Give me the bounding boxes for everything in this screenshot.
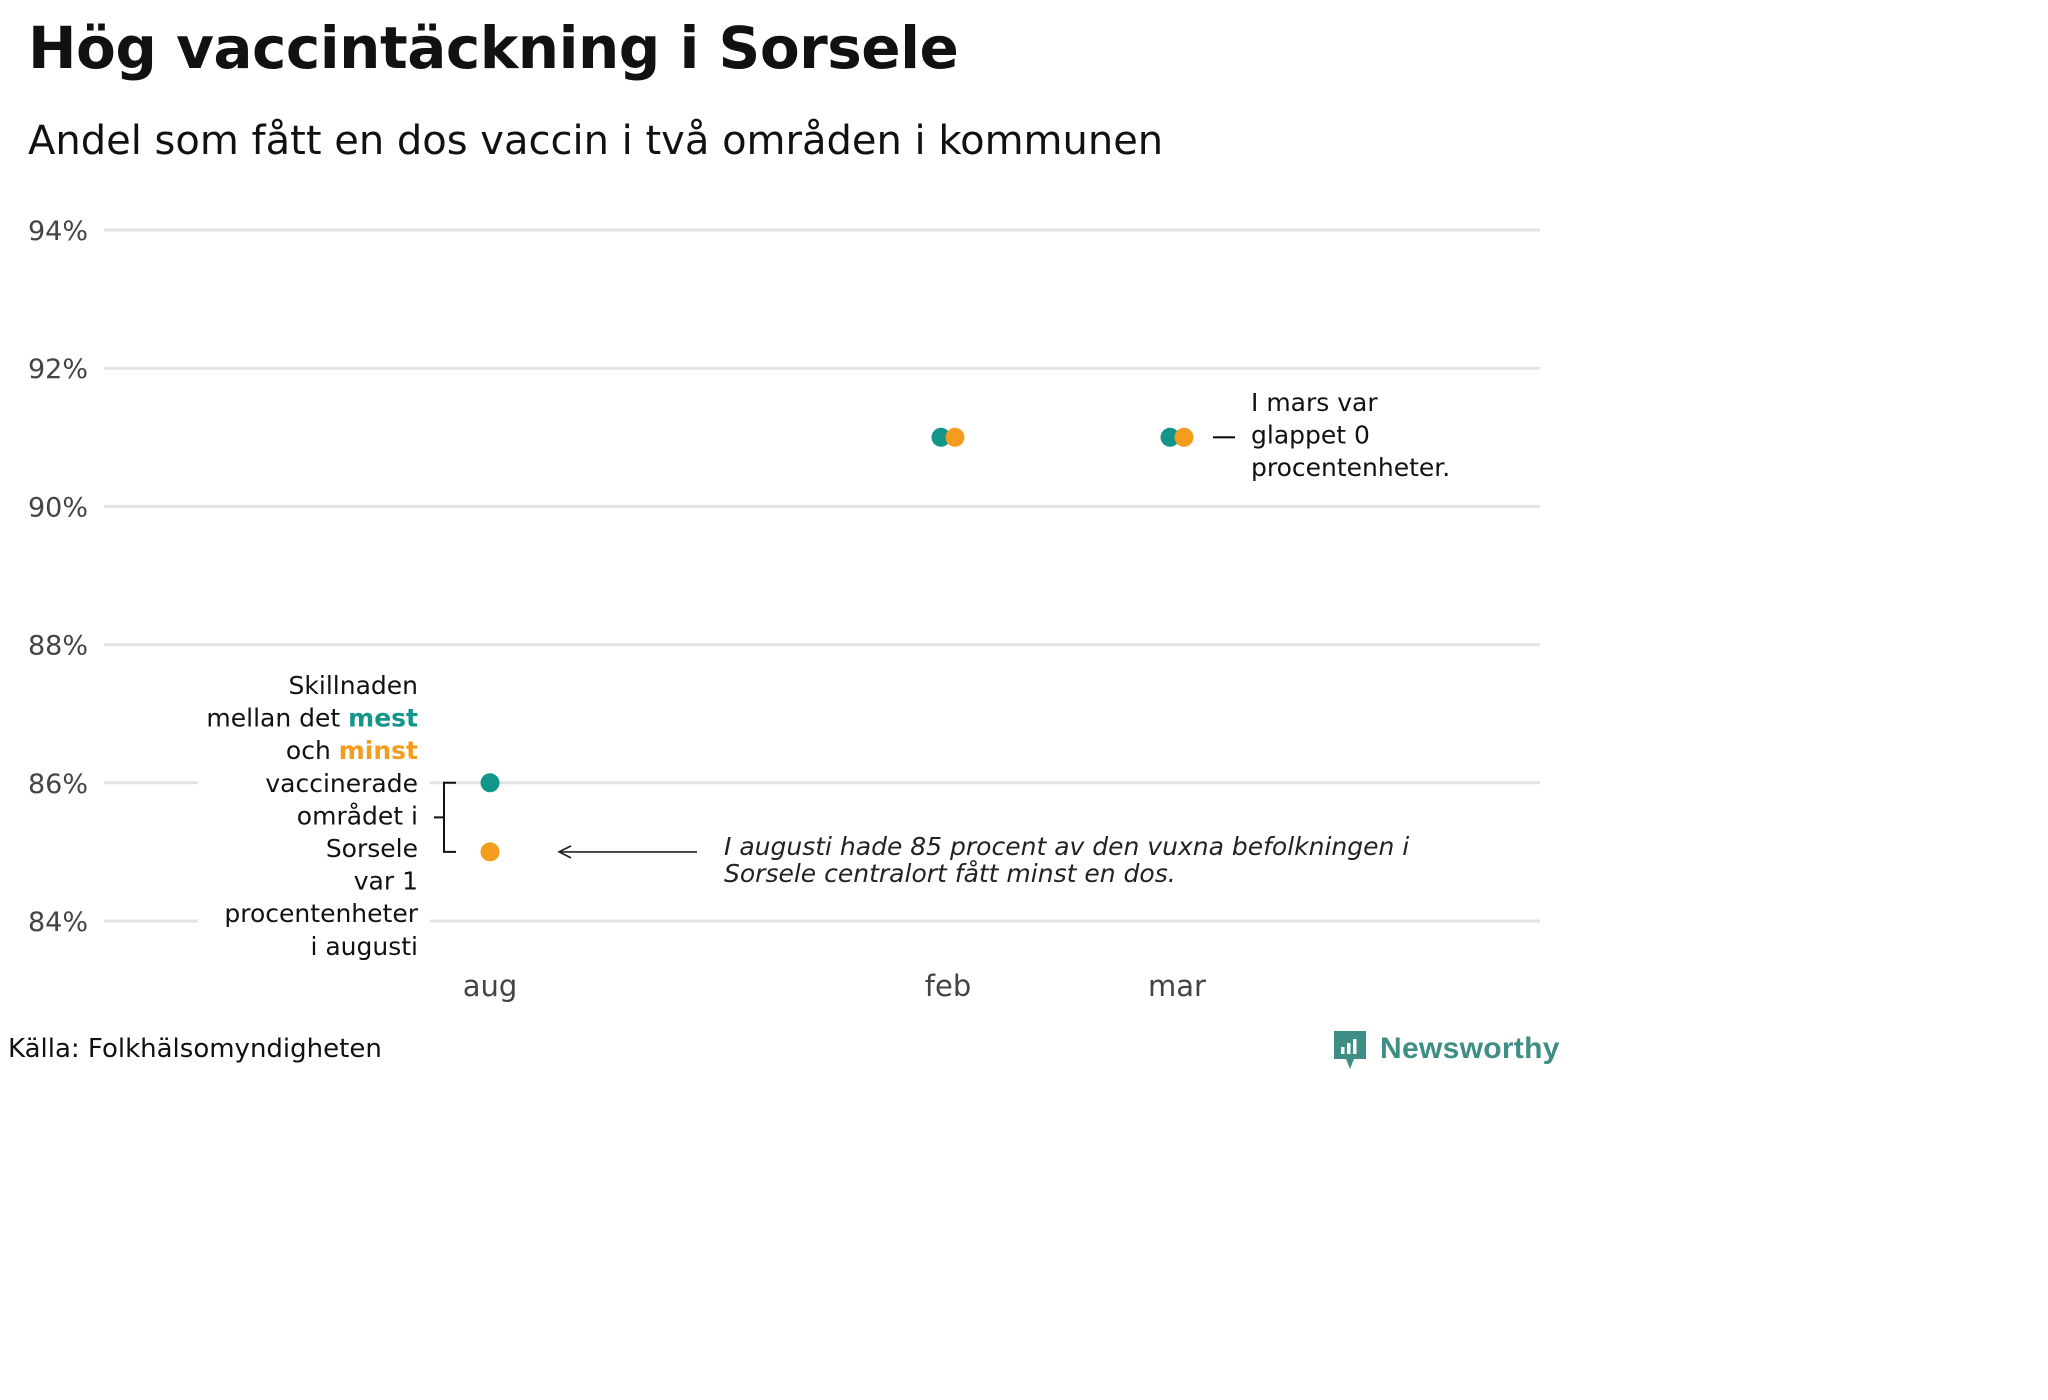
data-point-mest [1160,427,1180,447]
data-point-minst [945,427,965,447]
aug-annotation-segment: och [286,736,339,765]
aug-annotation-segment: vaccinerade [265,769,418,798]
data-points [480,427,1194,862]
data-point-mest [480,773,500,793]
brand[interactable]: Newsworthy [1332,1026,1560,1072]
aug-annotation-segment: Skillnaden [289,671,418,700]
mar-annotation-line: glappet 0 [1251,421,1370,450]
aug-annotation-line: Skillnaden [289,671,418,700]
aug-annotation-line: var 1 [354,867,418,896]
y-tick-label: 84% [28,907,88,938]
chart-subtitle: Andel som fått en dos vaccin i två områd… [28,118,1164,164]
y-tick-label: 90% [28,492,88,523]
aug-annotation-segment: i augusti [310,932,418,961]
data-point-minst [1174,427,1194,447]
chart-plot: 84% 86% 88% 90% 92% 94% aug feb mar Skillnaden m… [28,216,1540,1003]
data-point-minst [480,842,500,862]
mar-annotation-line: procentenheter. [1251,453,1450,482]
aug-annotation-segment: mest [348,704,418,733]
annotation-backdrop [198,668,430,958]
y-tick-label: 94% [28,216,88,247]
aug-annotation-segment: mellan det [206,704,348,733]
x-tick-label: aug [463,969,518,1003]
aug-annotation-line: Sorsele [326,834,418,863]
aug-annotation-line: procentenheter [224,899,418,928]
aug-annotation-line: mellan det mest [206,704,418,733]
brand-name: Newsworthy [1380,1032,1560,1065]
y-tick-label: 88% [28,631,88,662]
aug-annotation-line: i augusti [310,932,418,961]
aug-annotation-segment: Sorsele [326,834,418,863]
aug-annotation-line: området i [297,801,418,830]
aug-annotation-segment: var 1 [354,867,418,896]
aug-annotation-line: vaccinerade [265,769,418,798]
x-tick-label: mar [1148,969,1206,1003]
y-tick-label: 92% [28,354,88,385]
aug-annotation-segment: minst [339,736,418,765]
aug-note-line: I augusti hade 85 procent av den vuxna b… [724,832,1409,861]
y-tick-label: 86% [28,769,88,800]
chart-title: Hög vaccintäckning i Sorsele [28,14,959,82]
aug-annotation-segment: området i [297,801,418,830]
aug-annotation-line: och minst [286,736,418,765]
y-axis: 84% 86% 88% 90% 92% 94% [28,216,88,938]
arrow-head-icon [557,845,572,859]
data-point-mest [931,427,951,447]
x-axis: aug feb mar [463,969,1206,1003]
source-label: Källa: Folkhälsomyndigheten [8,1034,382,1064]
x-tick-label: feb [925,969,971,1003]
mar-annotation-line: I mars var [1251,388,1378,417]
gap-bracket [434,781,456,853]
aug-note-line: Sorsele centralort fått minst en dos. [724,859,1176,888]
newsworthy-logo-icon [1334,1031,1366,1069]
aug-annotation-segment: procentenheter [224,899,418,928]
